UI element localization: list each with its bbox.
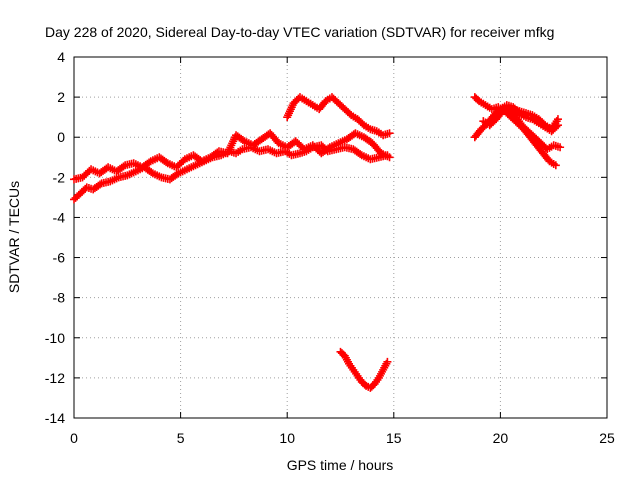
chart-title: Day 228 of 2020, Sidereal Day-to-day VTE… [45, 24, 554, 40]
data-points [70, 93, 565, 392]
plot-frame [73, 56, 608, 419]
data-point [385, 153, 394, 162]
series-track-g [479, 105, 565, 154]
y-tick-label: -4 [53, 209, 66, 225]
x-tick-label: 25 [599, 430, 615, 446]
data-point [96, 180, 105, 189]
series-track-c [283, 93, 394, 140]
x-tick-labels: 0 5 10 15 20 25 [70, 430, 615, 446]
y-tick-label: -14 [45, 410, 65, 426]
y-tick-label: -10 [45, 330, 65, 346]
grid-lines [74, 57, 607, 418]
x-tick-label: 0 [70, 430, 78, 446]
y-tick-label: 4 [57, 49, 65, 65]
tick-marks [73, 56, 608, 419]
y-tick-label: -12 [45, 370, 65, 386]
series-track-h [502, 103, 562, 134]
series-track-e [470, 93, 560, 170]
y-tick-label: -6 [53, 250, 66, 266]
x-axis-label: GPS time / hours [287, 457, 394, 473]
data-point [553, 115, 562, 124]
data-point [385, 129, 394, 138]
y-tick-label: 2 [57, 89, 65, 105]
x-tick-label: 10 [279, 430, 295, 446]
y-tick-label: -8 [53, 290, 66, 306]
series-track-b [70, 129, 394, 184]
series-track-d [336, 347, 392, 392]
data-point [556, 143, 565, 152]
y-tick-label: -2 [53, 169, 66, 185]
data-point [119, 162, 128, 171]
y-tick-labels: -14 -12 -10 -8 -6 -4 -2 0 2 4 [45, 49, 65, 426]
y-axis-label: SDTVAR / TECUs [6, 181, 22, 293]
data-point [551, 161, 560, 170]
data-point [383, 357, 392, 366]
x-tick-label: 15 [386, 430, 402, 446]
y-tick-label: 0 [57, 129, 65, 145]
x-tick-label: 5 [177, 430, 185, 446]
x-tick-label: 20 [493, 430, 509, 446]
